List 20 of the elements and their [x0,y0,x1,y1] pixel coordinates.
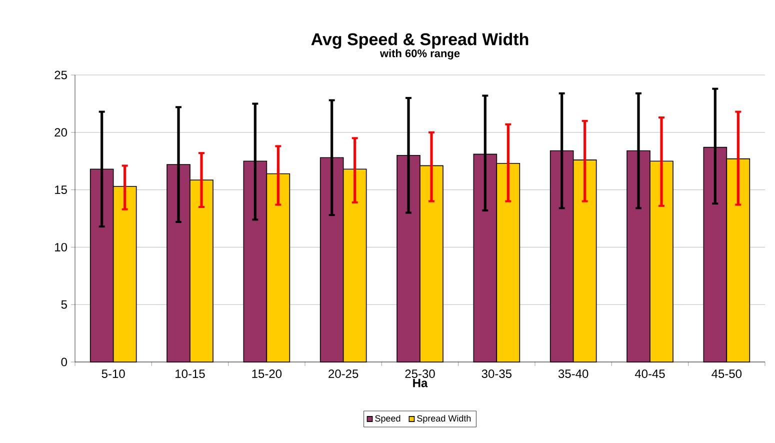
y-tick-label: 10 [55,242,68,252]
y-tick-label: 25 [54,70,67,80]
chart-title: Avg Speed & Spread Width [311,32,528,49]
x-tick-label: 10-15 [176,370,205,378]
x-tick-label: 25-30 [405,370,435,378]
x-axis-title: Ha [413,378,428,388]
x-tick-label: 45-50 [712,370,742,378]
y-tick-label: 5 [61,300,67,309]
x-tick-label: 20-25 [328,370,358,378]
x-tick-label: 30-35 [482,370,512,378]
x-tick-label: 5-10 [102,370,125,378]
chart-subtitle: with 60% range [380,49,460,60]
legend-label: Speed [375,414,400,424]
y-tick-label: 15 [55,186,67,194]
x-tick-label: 40-45 [634,370,665,378]
legend-label: Spread Width [417,414,471,424]
y-tick-label: 20 [54,128,68,137]
x-tick-label: 35-40 [558,370,588,378]
x-tick-label: 15-20 [252,370,282,378]
y-tick-label: 0 [61,358,68,366]
